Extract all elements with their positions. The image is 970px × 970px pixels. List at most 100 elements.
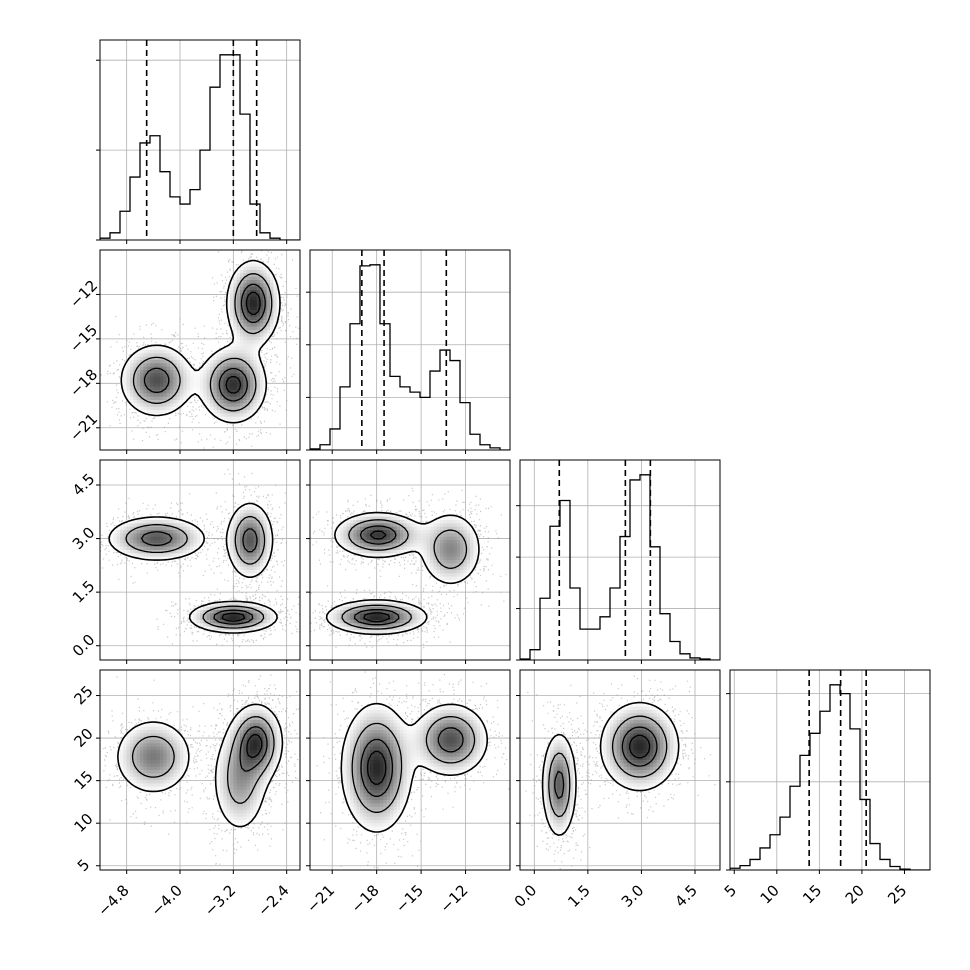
- density-cell: [446, 756, 451, 761]
- density-cell: [186, 530, 191, 534]
- contour-line: [221, 612, 246, 622]
- density-cell: [246, 326, 251, 331]
- density-cell: [450, 516, 454, 521]
- density-cell: [343, 750, 348, 754]
- density-cell: [643, 703, 648, 708]
- density-cell: [170, 376, 174, 381]
- density-cell: [653, 706, 658, 711]
- density-cell: [243, 623, 248, 628]
- density-cell: [210, 376, 214, 381]
- density-cell: [146, 516, 151, 521]
- density-cell: [390, 803, 394, 808]
- density-cell: [243, 320, 248, 324]
- density-cell: [233, 383, 238, 388]
- density-cell: [440, 740, 444, 744]
- density-cell: [423, 536, 428, 541]
- density-cell: [633, 743, 638, 748]
- density-cell: [230, 810, 234, 814]
- density-cell: [416, 750, 421, 754]
- density-cell: [260, 276, 264, 281]
- density-cell: [400, 746, 404, 751]
- density-cell: [463, 763, 468, 768]
- density-cell: [153, 406, 158, 411]
- density-cell: [256, 360, 261, 364]
- density-cell: [233, 396, 238, 401]
- density-cell: [136, 756, 141, 761]
- density-cell: [383, 810, 388, 814]
- density-cell: [410, 756, 414, 761]
- density-cell: [260, 793, 264, 798]
- density-cell: [423, 756, 428, 761]
- density-cell: [453, 550, 458, 554]
- density-cell: [146, 526, 151, 531]
- density-cell: [616, 710, 621, 714]
- density-cell: [466, 716, 471, 721]
- density-cell: [423, 560, 428, 564]
- density-cell: [136, 380, 141, 384]
- density-cell: [163, 403, 168, 408]
- density-cell: [270, 773, 274, 778]
- density-cell: [376, 753, 381, 758]
- density-cell: [256, 386, 261, 391]
- density-cell: [240, 533, 244, 538]
- density-cell: [266, 716, 271, 721]
- density-cell: [460, 710, 464, 714]
- density-cell: [190, 543, 194, 548]
- density-cell: [613, 716, 618, 721]
- density-cell: [126, 396, 131, 401]
- density-cell: [270, 276, 274, 281]
- density-cell: [160, 750, 164, 754]
- density-cell: [153, 783, 158, 788]
- density-cell: [246, 263, 251, 268]
- density-cell: [123, 373, 128, 378]
- density-cell: [560, 736, 564, 741]
- density-cell: [133, 760, 138, 764]
- density-cell: [380, 553, 384, 558]
- density-cell: [256, 800, 261, 804]
- density-cell: [396, 753, 401, 758]
- density-cell: [273, 283, 278, 288]
- density-cell: [250, 523, 254, 528]
- density-cell: [270, 770, 274, 774]
- density-cell: [410, 766, 414, 771]
- density-cell: [343, 603, 348, 608]
- density-cell: [266, 540, 271, 544]
- density-cell: [220, 613, 224, 618]
- density-cell: [346, 790, 351, 794]
- density-cell: [456, 763, 461, 768]
- density-cell: [233, 766, 238, 771]
- density-cell: [270, 716, 274, 721]
- density-cell: [416, 733, 421, 738]
- density-cell: [173, 386, 178, 391]
- density-cell: [443, 533, 448, 538]
- density-cell: [173, 780, 178, 784]
- density-cell: [440, 520, 444, 524]
- density-cell: [130, 773, 134, 778]
- density-cell: [176, 773, 181, 778]
- density-cell: [250, 306, 254, 311]
- density-cell: [226, 366, 231, 371]
- density-cell: [226, 536, 231, 541]
- density-cell: [396, 526, 401, 531]
- density-cell: [243, 763, 248, 768]
- density-cell: [363, 523, 368, 528]
- density-cell: [236, 543, 241, 548]
- density-cell: [173, 536, 178, 541]
- density-cell: [160, 786, 164, 791]
- density-cell: [160, 783, 164, 788]
- density-cell: [243, 356, 248, 361]
- density-cell: [483, 736, 488, 741]
- density-cell: [263, 786, 268, 791]
- density-cell: [150, 383, 154, 388]
- density-cell: [370, 550, 374, 554]
- density-cell: [260, 713, 264, 718]
- density-cell: [403, 793, 408, 798]
- scatter-points: [100, 674, 300, 865]
- density-cell: [366, 523, 371, 528]
- density-cell: [373, 813, 378, 818]
- density-cell: [240, 273, 244, 278]
- density-cell: [123, 370, 128, 374]
- density-cell: [630, 713, 634, 718]
- density-cell: [430, 733, 434, 738]
- density-cell: [180, 746, 184, 751]
